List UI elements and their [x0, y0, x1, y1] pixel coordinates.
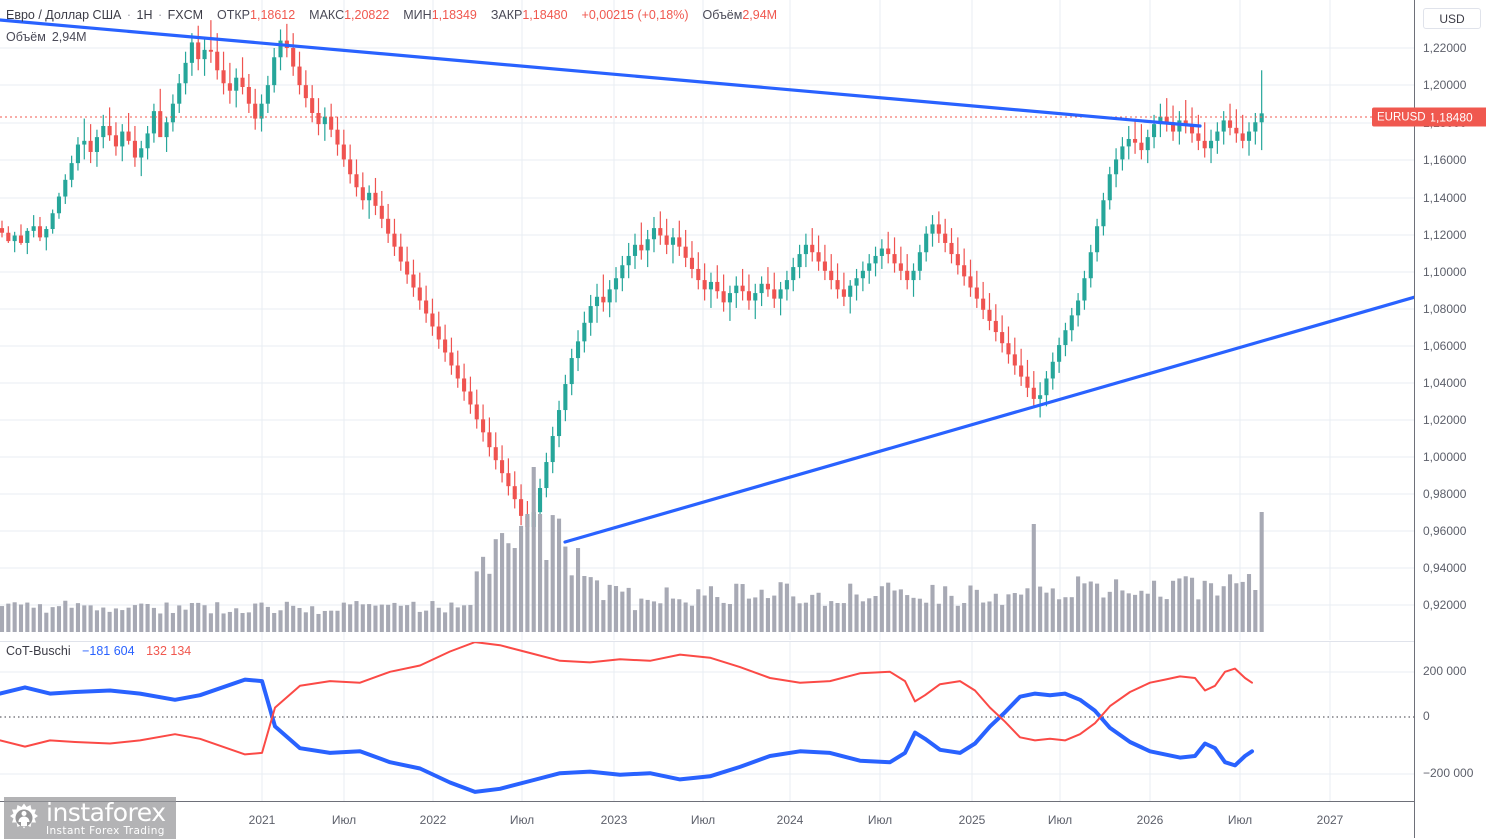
cot-red-value: 132 134: [146, 644, 192, 658]
time-tick-2: 2022: [419, 813, 447, 827]
time-tick-12: 2027: [1316, 813, 1344, 827]
legend-exchange[interactable]: FXCM: [167, 8, 204, 22]
cot-commercial-line: [0, 677, 1254, 794]
time-tick-8: 2025: [958, 813, 986, 827]
volume-legend: Объём 2,94M: [6, 30, 87, 44]
price-chart-canvas[interactable]: [0, 0, 1414, 640]
cot-indicator-name[interactable]: CoT-Buschi: [6, 644, 71, 658]
current-price-badge: 1,18480: [1415, 107, 1486, 127]
cot-tick-1: 0: [1423, 709, 1430, 723]
time-tick-11: Июл: [1227, 813, 1253, 827]
cot-noncommercial-line: [0, 642, 1253, 756]
time-tick-7: Июл: [867, 813, 893, 827]
price-tick-14: 0,94000: [1423, 561, 1467, 575]
cot-tick-0: 200 000: [1423, 664, 1467, 678]
time-tick-5: Июл: [690, 813, 716, 827]
volume-legend-label: Объём: [6, 30, 46, 44]
cot-indicator-canvas[interactable]: [0, 642, 1414, 801]
legend-high-label: МАКС: [309, 8, 345, 22]
time-tick-3: Июл: [509, 813, 535, 827]
legend-low-value: 1,18349: [431, 8, 477, 22]
price-tick-15: 0,92000: [1423, 598, 1467, 612]
instaforex-gear-icon: [10, 803, 38, 829]
price-tick-3: 1,16000: [1423, 153, 1467, 167]
cot-legend: CoT-Buschi −181 604 132 134: [6, 644, 191, 658]
cot-blue-value: −181 604: [82, 644, 135, 658]
legend-close-value: 1,18480: [522, 8, 568, 22]
price-tick-8: 1,06000: [1423, 339, 1467, 353]
time-tick-4: 2023: [600, 813, 628, 827]
price-tick-4: 1,14000: [1423, 191, 1467, 205]
price-tick-11: 1,00000: [1423, 450, 1467, 464]
instaforex-logo: instaforex Instant Forex Trading: [4, 797, 176, 839]
price-tick-13: 0,96000: [1423, 524, 1467, 538]
cot-tick-2: −200 000: [1423, 766, 1474, 780]
legend-open-label: ОТКР: [217, 8, 251, 22]
time-tick-0: 2021: [248, 813, 276, 827]
legend-volume-label: Объём: [702, 8, 743, 22]
instrument-price-tag: EURUSD: [1372, 107, 1431, 127]
legend-volume-value: 2,94M: [742, 8, 778, 22]
legend-sep-2: ·: [157, 8, 163, 22]
price-tick-9: 1,04000: [1423, 376, 1467, 390]
time-scale-axis[interactable]: 2021 Июл 2022 Июл 2023 Июл 2024 Июл 2025 Июл 2026 И…: [0, 801, 1486, 839]
logo-tagline: Instant Forex Trading: [46, 824, 165, 837]
ascending-support[interactable]: [563, 295, 1414, 544]
time-tick-9: Июл: [1047, 813, 1073, 827]
legend-symbol[interactable]: Евро / Доллар США: [6, 8, 122, 22]
logo-brand-text: instaforex: [46, 797, 166, 827]
legend-change: +0,00215 (+0,18%): [581, 8, 689, 22]
time-tick-1: Июл: [331, 813, 357, 827]
legend-interval[interactable]: 1H: [136, 8, 153, 22]
legend-high-value: 1,20822: [344, 8, 390, 22]
price-chart-pane[interactable]: [0, 0, 1414, 640]
volume-histogram: [0, 467, 1264, 632]
price-tick-5: 1,12000: [1423, 228, 1467, 242]
price-tick-6: 1,10000: [1423, 265, 1467, 279]
legend-low-label: МИН: [403, 8, 432, 22]
descending-resistance[interactable]: [0, 18, 1202, 128]
cot-gridlines: [0, 642, 1414, 801]
price-tick-0: 1,22000: [1423, 41, 1467, 55]
price-scale-axis[interactable]: USD 1,220001,200001,180001,160001,140001…: [1414, 0, 1486, 801]
price-gridlines: [0, 0, 1414, 640]
volume-legend-value: 2,94M: [51, 30, 87, 44]
candlestick-series: [0, 20, 1264, 541]
scale-corner: [1414, 801, 1486, 838]
time-tick-10: 2026: [1136, 813, 1164, 827]
legend-close-label: ЗАКР: [490, 8, 523, 22]
price-tick-7: 1,08000: [1423, 302, 1467, 316]
chart-legend: Евро / Доллар США · 1H · FXCM ОТКР1,1861…: [6, 8, 777, 22]
time-tick-6: 2024: [776, 813, 804, 827]
currency-badge: USD: [1423, 8, 1481, 29]
price-tick-1: 1,20000: [1423, 78, 1467, 92]
cot-indicator-pane[interactable]: [0, 641, 1414, 802]
price-tick-12: 0,98000: [1423, 487, 1467, 501]
legend-open-value: 1,18612: [250, 8, 296, 22]
legend-sep-1: ·: [126, 8, 132, 22]
price-tick-10: 1,02000: [1423, 413, 1467, 427]
